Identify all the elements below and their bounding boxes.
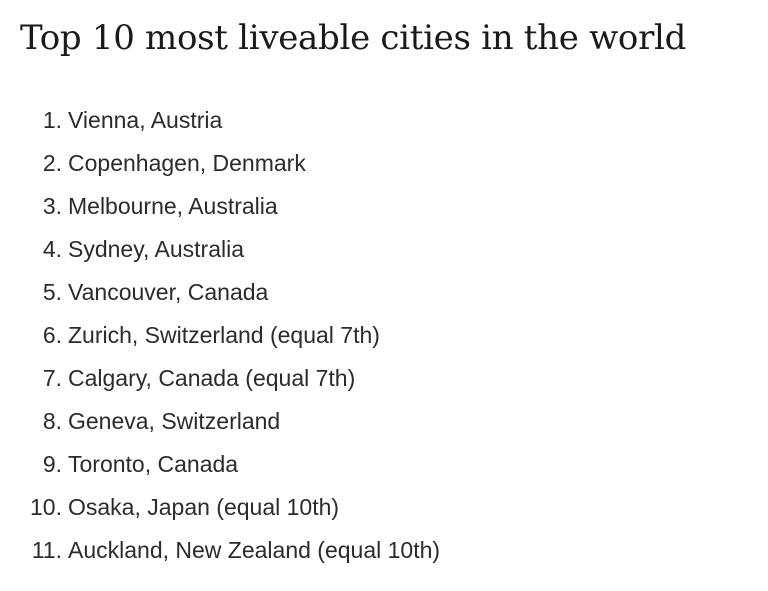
list-item: 5. Vancouver, Canada <box>0 271 440 314</box>
list-item-city: Vienna, Austria <box>68 107 223 133</box>
list-item: 9. Toronto, Canada <box>0 443 440 486</box>
list-item-rank: 3. <box>42 193 62 219</box>
list-item: 1. Vienna, Austria <box>0 99 440 142</box>
list-item-rank: 11. <box>31 537 62 563</box>
list-item-city: Sydney, Australia <box>68 236 245 262</box>
list-item-rank: 5. <box>42 279 62 305</box>
list-item: 3. Melbourne, Australia <box>0 185 440 228</box>
list-item: 10. Osaka, Japan (equal 10th) <box>0 486 440 529</box>
list-item-rank: 8. <box>42 408 62 434</box>
list-item-rank: 10. <box>30 494 62 520</box>
city-ranking-list: 1. Vienna, Austria 2. Copenhagen, Denmar… <box>0 99 440 572</box>
list-item: 7. Calgary, Canada (equal 7th) <box>0 357 440 400</box>
list-item-rank: 7. <box>42 365 62 391</box>
list-item-city: Auckland, New Zealand (equal 10th) <box>68 537 441 563</box>
list-item-rank: 6. <box>42 322 62 348</box>
list-item-rank: 2. <box>42 150 62 176</box>
list-item: 2. Copenhagen, Denmark <box>0 142 440 185</box>
list-item-city: Copenhagen, Denmark <box>68 150 306 176</box>
list-item: 4. Sydney, Australia <box>0 228 440 271</box>
list-item-rank: 4. <box>42 236 62 262</box>
list-item-city: Melbourne, Australia <box>68 193 278 219</box>
list-item-rank: 9. <box>42 451 62 477</box>
list-item: 11. Auckland, New Zealand (equal 10th) <box>0 529 440 572</box>
list-item-city: Geneva, Switzerland <box>68 408 281 434</box>
article-title: Top 10 most liveable cities in the world <box>20 18 687 58</box>
list-item-city: Vancouver, Canada <box>68 279 269 305</box>
list-item-city: Osaka, Japan (equal 10th) <box>68 494 340 520</box>
list-item: 8. Geneva, Switzerland <box>0 400 440 443</box>
list-item: 6. Zurich, Switzerland (equal 7th) <box>0 314 440 357</box>
list-item-city: Zurich, Switzerland (equal 7th) <box>68 322 380 348</box>
list-item-city: Calgary, Canada (equal 7th) <box>68 365 356 391</box>
list-item-rank: 1. <box>42 107 62 133</box>
list-item-city: Toronto, Canada <box>68 451 239 477</box>
